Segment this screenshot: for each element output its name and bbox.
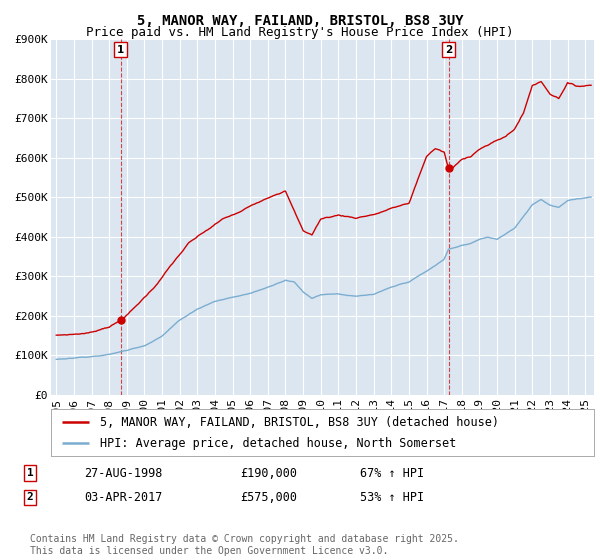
Text: 2: 2 [26,492,34,502]
Text: £575,000: £575,000 [240,491,297,504]
Text: 5, MANOR WAY, FAILAND, BRISTOL, BS8 3UY (detached house): 5, MANOR WAY, FAILAND, BRISTOL, BS8 3UY … [100,416,499,428]
Text: 1: 1 [117,45,124,54]
Text: 53% ↑ HPI: 53% ↑ HPI [360,491,424,504]
Text: 27-AUG-1998: 27-AUG-1998 [84,466,163,480]
Text: 03-APR-2017: 03-APR-2017 [84,491,163,504]
Text: Price paid vs. HM Land Registry's House Price Index (HPI): Price paid vs. HM Land Registry's House … [86,26,514,39]
Text: Contains HM Land Registry data © Crown copyright and database right 2025.
This d: Contains HM Land Registry data © Crown c… [30,534,459,556]
Text: 67% ↑ HPI: 67% ↑ HPI [360,466,424,480]
Text: 2: 2 [445,45,452,54]
Text: 1: 1 [26,468,34,478]
Text: £190,000: £190,000 [240,466,297,480]
Text: 5, MANOR WAY, FAILAND, BRISTOL, BS8 3UY: 5, MANOR WAY, FAILAND, BRISTOL, BS8 3UY [137,14,463,28]
Text: HPI: Average price, detached house, North Somerset: HPI: Average price, detached house, Nort… [100,437,456,450]
